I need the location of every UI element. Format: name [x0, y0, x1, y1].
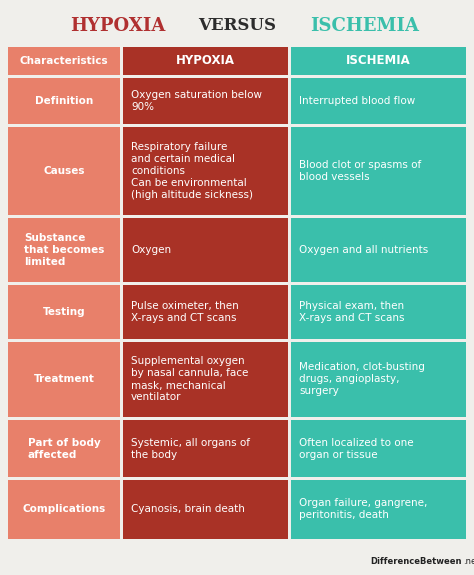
- Text: HYPOXIA: HYPOXIA: [70, 17, 166, 35]
- Bar: [291, 218, 466, 282]
- Bar: [8, 420, 120, 477]
- Bar: [291, 127, 466, 215]
- Text: Organ failure, gangrene,
peritonitis, death: Organ failure, gangrene, peritonitis, de…: [299, 499, 428, 520]
- Text: Causes: Causes: [43, 166, 85, 176]
- Text: Systemic, all organs of
the body: Systemic, all organs of the body: [131, 438, 250, 459]
- Bar: [8, 47, 120, 75]
- Text: Oxygen saturation below
90%: Oxygen saturation below 90%: [131, 90, 262, 112]
- Text: Physical exam, then
X-rays and CT scans: Physical exam, then X-rays and CT scans: [299, 301, 404, 323]
- Text: Supplemental oxygen
by nasal cannula, face
mask, mechanical
ventilator: Supplemental oxygen by nasal cannula, fa…: [131, 356, 248, 402]
- Text: Testing: Testing: [43, 307, 85, 317]
- Bar: [8, 285, 120, 339]
- Text: Substance
that becomes
limited: Substance that becomes limited: [24, 233, 104, 267]
- Text: Often localized to one
organ or tissue: Often localized to one organ or tissue: [299, 438, 414, 459]
- Bar: [123, 47, 288, 75]
- Text: Medication, clot-busting
drugs, angioplasty,
surgery: Medication, clot-busting drugs, angiopla…: [299, 362, 425, 397]
- Bar: [8, 480, 120, 539]
- Bar: [291, 420, 466, 477]
- Bar: [123, 342, 288, 417]
- Text: DifferenceBetween: DifferenceBetween: [371, 557, 462, 565]
- Bar: [291, 78, 466, 124]
- Text: ISCHEMIA: ISCHEMIA: [346, 55, 411, 67]
- Bar: [8, 127, 120, 215]
- Bar: [291, 480, 466, 539]
- Text: Cyanosis, brain death: Cyanosis, brain death: [131, 504, 245, 515]
- Text: Respiratory failure
and certain medical
conditions
Can be environmental
(high al: Respiratory failure and certain medical …: [131, 142, 253, 200]
- Text: Oxygen and all nutrients: Oxygen and all nutrients: [299, 245, 428, 255]
- Bar: [123, 480, 288, 539]
- Text: Characteristics: Characteristics: [20, 56, 109, 66]
- Text: Oxygen: Oxygen: [131, 245, 171, 255]
- Bar: [8, 78, 120, 124]
- Text: VERSUS: VERSUS: [198, 17, 276, 34]
- Text: Interrupted blood flow: Interrupted blood flow: [299, 96, 415, 106]
- Text: ISCHEMIA: ISCHEMIA: [310, 17, 419, 35]
- Bar: [123, 420, 288, 477]
- Bar: [123, 218, 288, 282]
- Text: Part of body
affected: Part of body affected: [27, 438, 100, 459]
- Bar: [123, 78, 288, 124]
- Text: Definition: Definition: [35, 96, 93, 106]
- Text: Pulse oximeter, then
X-rays and CT scans: Pulse oximeter, then X-rays and CT scans: [131, 301, 239, 323]
- Bar: [291, 285, 466, 339]
- Text: .net: .net: [463, 557, 474, 565]
- Bar: [8, 342, 120, 417]
- Bar: [123, 127, 288, 215]
- Text: Treatment: Treatment: [34, 374, 94, 385]
- Bar: [291, 342, 466, 417]
- Bar: [123, 285, 288, 339]
- Text: Complications: Complications: [22, 504, 106, 515]
- Text: Blood clot or spasms of
blood vessels: Blood clot or spasms of blood vessels: [299, 160, 421, 182]
- Text: HYPOXIA: HYPOXIA: [176, 55, 235, 67]
- Bar: [291, 47, 466, 75]
- Bar: [8, 218, 120, 282]
